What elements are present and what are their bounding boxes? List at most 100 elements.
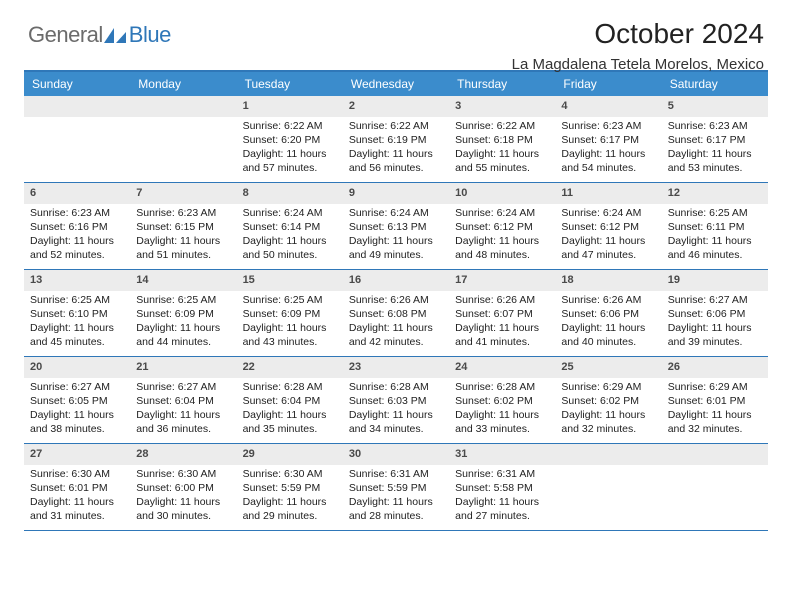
daylight-text: Daylight: 11 hours and 32 minutes. — [668, 408, 762, 436]
day-number: 25 — [555, 357, 661, 378]
calendar-week: 13Sunrise: 6:25 AMSunset: 6:10 PMDayligh… — [24, 270, 768, 357]
day-content: Sunrise: 6:25 AMSunset: 6:09 PMDaylight:… — [237, 291, 343, 356]
sunrise-text: Sunrise: 6:25 AM — [30, 293, 124, 307]
daylight-text: Daylight: 11 hours and 31 minutes. — [30, 495, 124, 523]
sunset-text: Sunset: 6:09 PM — [243, 307, 337, 321]
daylight-text: Daylight: 11 hours and 35 minutes. — [243, 408, 337, 436]
day-content: Sunrise: 6:23 AMSunset: 6:16 PMDaylight:… — [24, 204, 130, 269]
day-cell: 21Sunrise: 6:27 AMSunset: 6:04 PMDayligh… — [130, 357, 236, 443]
sunrise-text: Sunrise: 6:28 AM — [455, 380, 549, 394]
day-number — [24, 96, 130, 117]
day-number: 2 — [343, 96, 449, 117]
sunrise-text: Sunrise: 6:27 AM — [668, 293, 762, 307]
day-content: Sunrise: 6:23 AMSunset: 6:17 PMDaylight:… — [662, 117, 768, 182]
sunset-text: Sunset: 6:08 PM — [349, 307, 443, 321]
day-content: Sunrise: 6:26 AMSunset: 6:08 PMDaylight:… — [343, 291, 449, 356]
sunset-text: Sunset: 6:05 PM — [30, 394, 124, 408]
day-content: Sunrise: 6:26 AMSunset: 6:07 PMDaylight:… — [449, 291, 555, 356]
day-number: 12 — [662, 183, 768, 204]
sunrise-text: Sunrise: 6:24 AM — [349, 206, 443, 220]
day-content: Sunrise: 6:22 AMSunset: 6:18 PMDaylight:… — [449, 117, 555, 182]
day-cell: 15Sunrise: 6:25 AMSunset: 6:09 PMDayligh… — [237, 270, 343, 356]
day-cell: 26Sunrise: 6:29 AMSunset: 6:01 PMDayligh… — [662, 357, 768, 443]
day-content: Sunrise: 6:29 AMSunset: 6:02 PMDaylight:… — [555, 378, 661, 443]
day-cell: 25Sunrise: 6:29 AMSunset: 6:02 PMDayligh… — [555, 357, 661, 443]
day-cell: 3Sunrise: 6:22 AMSunset: 6:18 PMDaylight… — [449, 96, 555, 182]
sunset-text: Sunset: 6:12 PM — [561, 220, 655, 234]
sunrise-text: Sunrise: 6:23 AM — [561, 119, 655, 133]
daylight-text: Daylight: 11 hours and 40 minutes. — [561, 321, 655, 349]
day-number: 16 — [343, 270, 449, 291]
day-number: 23 — [343, 357, 449, 378]
sunset-text: Sunset: 6:18 PM — [455, 133, 549, 147]
dayheader-saturday: Saturday — [662, 72, 768, 96]
sunset-text: Sunset: 6:13 PM — [349, 220, 443, 234]
daylight-text: Daylight: 11 hours and 28 minutes. — [349, 495, 443, 523]
sunrise-text: Sunrise: 6:31 AM — [349, 467, 443, 481]
day-cell: 16Sunrise: 6:26 AMSunset: 6:08 PMDayligh… — [343, 270, 449, 356]
daylight-text: Daylight: 11 hours and 46 minutes. — [668, 234, 762, 262]
day-number: 18 — [555, 270, 661, 291]
sunrise-text: Sunrise: 6:28 AM — [243, 380, 337, 394]
dayheader-wednesday: Wednesday — [343, 72, 449, 96]
day-cell — [662, 444, 768, 530]
sunset-text: Sunset: 6:16 PM — [30, 220, 124, 234]
sunrise-text: Sunrise: 6:29 AM — [668, 380, 762, 394]
day-content: Sunrise: 6:29 AMSunset: 6:01 PMDaylight:… — [662, 378, 768, 443]
day-number: 13 — [24, 270, 130, 291]
day-number: 19 — [662, 270, 768, 291]
sunset-text: Sunset: 6:00 PM — [136, 481, 230, 495]
day-number: 5 — [662, 96, 768, 117]
sunset-text: Sunset: 6:03 PM — [349, 394, 443, 408]
day-headers-row: Sunday Monday Tuesday Wednesday Thursday… — [24, 72, 768, 96]
sunset-text: Sunset: 6:02 PM — [561, 394, 655, 408]
sunset-text: Sunset: 5:59 PM — [349, 481, 443, 495]
sunrise-text: Sunrise: 6:25 AM — [136, 293, 230, 307]
calendar-week: 1Sunrise: 6:22 AMSunset: 6:20 PMDaylight… — [24, 96, 768, 183]
sunrise-text: Sunrise: 6:23 AM — [668, 119, 762, 133]
day-cell — [24, 96, 130, 182]
day-content: Sunrise: 6:22 AMSunset: 6:20 PMDaylight:… — [237, 117, 343, 182]
day-content: Sunrise: 6:30 AMSunset: 5:59 PMDaylight:… — [237, 465, 343, 530]
sunset-text: Sunset: 6:06 PM — [561, 307, 655, 321]
sunrise-text: Sunrise: 6:28 AM — [349, 380, 443, 394]
daylight-text: Daylight: 11 hours and 44 minutes. — [136, 321, 230, 349]
day-cell: 17Sunrise: 6:26 AMSunset: 6:07 PMDayligh… — [449, 270, 555, 356]
sunrise-text: Sunrise: 6:25 AM — [668, 206, 762, 220]
day-cell — [130, 96, 236, 182]
day-number: 22 — [237, 357, 343, 378]
day-number: 27 — [24, 444, 130, 465]
day-content: Sunrise: 6:25 AMSunset: 6:10 PMDaylight:… — [24, 291, 130, 356]
day-content: Sunrise: 6:24 AMSunset: 6:13 PMDaylight:… — [343, 204, 449, 269]
day-number: 14 — [130, 270, 236, 291]
sunset-text: Sunset: 6:01 PM — [30, 481, 124, 495]
day-number: 10 — [449, 183, 555, 204]
day-content: Sunrise: 6:23 AMSunset: 6:17 PMDaylight:… — [555, 117, 661, 182]
day-content: Sunrise: 6:24 AMSunset: 6:14 PMDaylight:… — [237, 204, 343, 269]
day-number: 24 — [449, 357, 555, 378]
sunrise-text: Sunrise: 6:29 AM — [561, 380, 655, 394]
day-number: 30 — [343, 444, 449, 465]
day-content: Sunrise: 6:31 AMSunset: 5:58 PMDaylight:… — [449, 465, 555, 530]
day-number: 9 — [343, 183, 449, 204]
daylight-text: Daylight: 11 hours and 29 minutes. — [243, 495, 337, 523]
day-content: Sunrise: 6:26 AMSunset: 6:06 PMDaylight:… — [555, 291, 661, 356]
day-number: 21 — [130, 357, 236, 378]
day-cell: 4Sunrise: 6:23 AMSunset: 6:17 PMDaylight… — [555, 96, 661, 182]
dayheader-friday: Friday — [555, 72, 661, 96]
day-number: 31 — [449, 444, 555, 465]
brand-part2: Blue — [129, 22, 171, 48]
day-cell: 28Sunrise: 6:30 AMSunset: 6:00 PMDayligh… — [130, 444, 236, 530]
sunrise-text: Sunrise: 6:25 AM — [243, 293, 337, 307]
sunset-text: Sunset: 6:15 PM — [136, 220, 230, 234]
daylight-text: Daylight: 11 hours and 49 minutes. — [349, 234, 443, 262]
daylight-text: Daylight: 11 hours and 48 minutes. — [455, 234, 549, 262]
sunset-text: Sunset: 6:06 PM — [668, 307, 762, 321]
day-content: Sunrise: 6:30 AMSunset: 6:01 PMDaylight:… — [24, 465, 130, 530]
sunrise-text: Sunrise: 6:31 AM — [455, 467, 549, 481]
day-cell: 10Sunrise: 6:24 AMSunset: 6:12 PMDayligh… — [449, 183, 555, 269]
sunrise-text: Sunrise: 6:24 AM — [455, 206, 549, 220]
sunset-text: Sunset: 6:17 PM — [561, 133, 655, 147]
day-cell: 11Sunrise: 6:24 AMSunset: 6:12 PMDayligh… — [555, 183, 661, 269]
day-content: Sunrise: 6:24 AMSunset: 6:12 PMDaylight:… — [555, 204, 661, 269]
